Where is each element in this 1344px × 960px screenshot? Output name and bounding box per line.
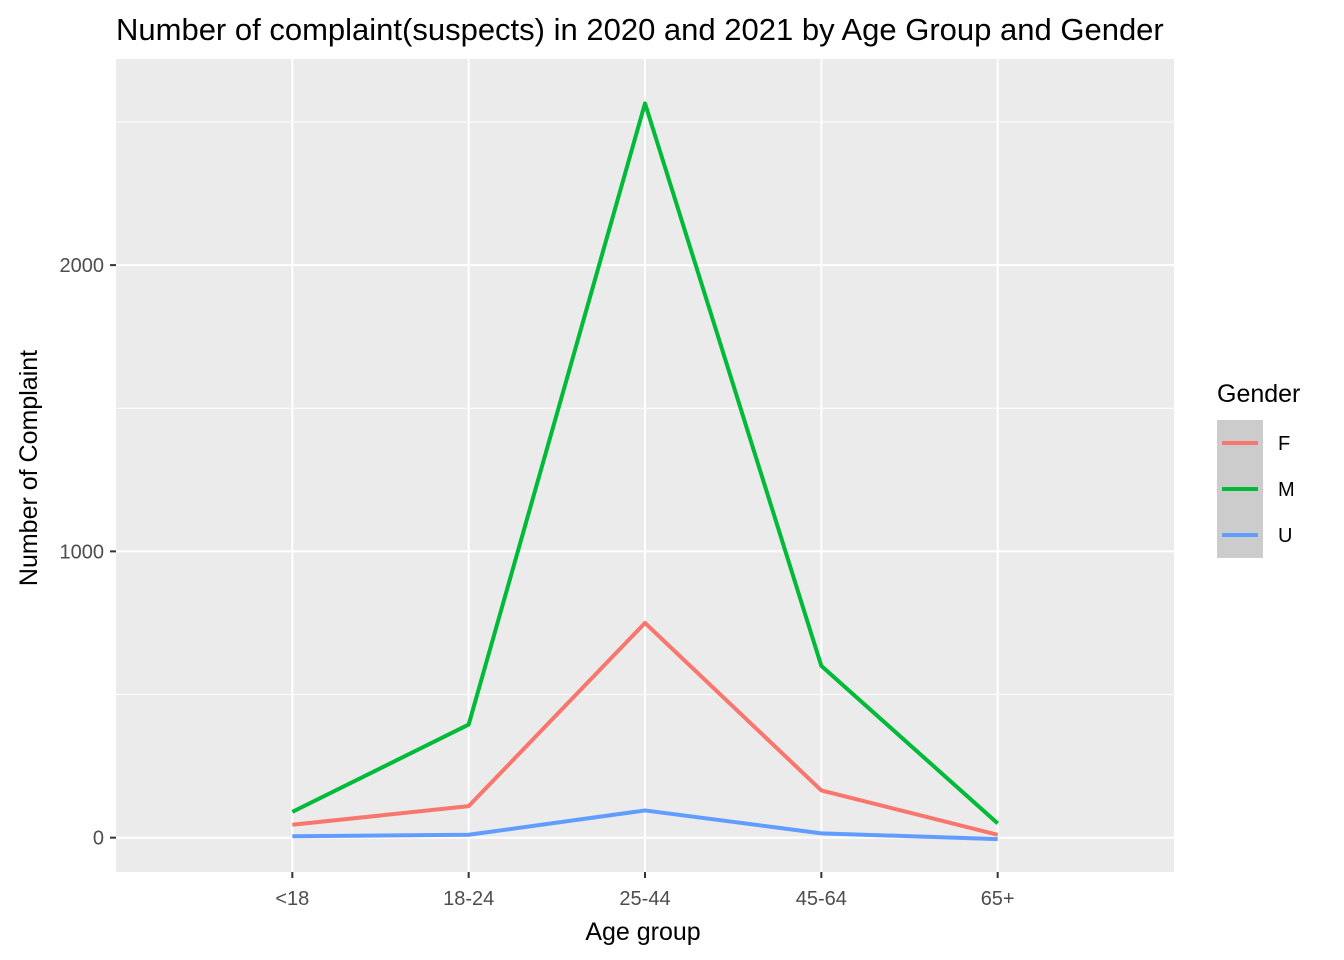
x-tick-label: 25-44 bbox=[619, 888, 670, 910]
legend-label-u: U bbox=[1278, 525, 1292, 547]
x-tick-label: 45-64 bbox=[796, 888, 847, 910]
x-tick-label: 65+ bbox=[981, 888, 1015, 910]
y-tick-label: 2000 bbox=[60, 255, 105, 277]
legend-label-f: F bbox=[1278, 433, 1290, 455]
series-line-u bbox=[292, 808, 998, 842]
chart-title: Number of complaint(suspects) in 2020 an… bbox=[116, 12, 1164, 47]
y-tick-label: 1000 bbox=[60, 541, 105, 563]
x-axis: <18 18-24 25-44 45-64 65+ bbox=[275, 872, 1015, 910]
x-axis-title: Age group bbox=[585, 918, 700, 946]
major-gridlines bbox=[116, 59, 1174, 872]
y-axis-title: Number of Complaint bbox=[15, 350, 43, 586]
series-line-f bbox=[292, 620, 999, 837]
series-lines bbox=[291, 101, 999, 842]
legend-title: Gender bbox=[1217, 380, 1300, 408]
y-axis: 0 1000 2000 bbox=[60, 255, 116, 850]
x-tick-label: 18-24 bbox=[443, 888, 494, 910]
legend-label-m: M bbox=[1278, 479, 1295, 501]
series-line-m bbox=[291, 101, 999, 825]
x-tick-label: <18 bbox=[275, 888, 309, 910]
legend: Gender F M U bbox=[1217, 380, 1300, 558]
y-tick-label: 0 bbox=[93, 828, 104, 850]
